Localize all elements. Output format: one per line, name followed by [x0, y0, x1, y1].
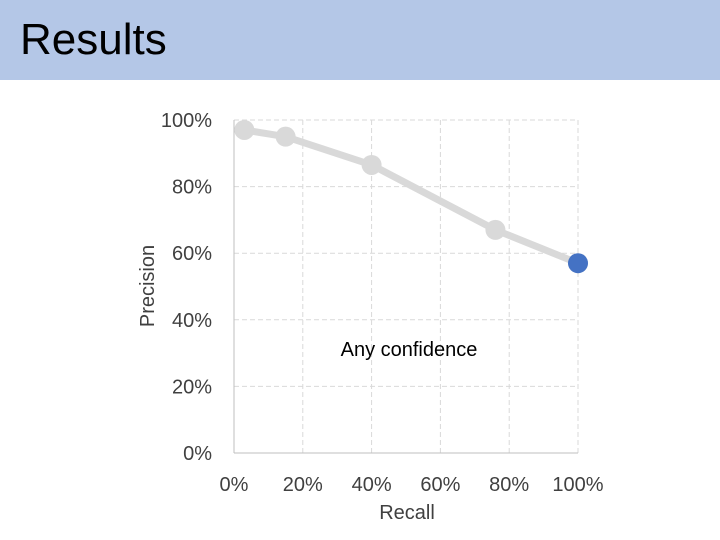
y-tick-label: 0%	[183, 443, 212, 465]
x-tick-label: 40%	[352, 474, 392, 496]
y-tick-label: 60%	[172, 243, 212, 265]
x-axis-title: Recall	[379, 502, 435, 524]
x-tick-label: 60%	[420, 474, 460, 496]
data-point	[485, 219, 506, 240]
title-bar: Results	[0, 0, 720, 80]
y-tick-label: 80%	[172, 177, 212, 199]
y-tick-label: 20%	[172, 376, 212, 398]
highlight-point	[568, 253, 588, 274]
data-point	[275, 126, 296, 147]
data-point	[361, 154, 382, 175]
data-point	[234, 119, 255, 140]
y-tick-label: 40%	[172, 310, 212, 332]
x-tick-label: 100%	[552, 474, 603, 496]
x-tick-label: 20%	[283, 474, 323, 496]
annotation-label: Any confidence	[341, 339, 478, 361]
series-line	[240, 126, 582, 267]
y-tick-label: 100%	[161, 110, 212, 132]
x-tick-label: 0%	[220, 474, 249, 496]
y-axis-title: Precision	[137, 245, 159, 327]
slide-title: Results	[20, 15, 167, 64]
x-tick-label: 80%	[489, 474, 529, 496]
